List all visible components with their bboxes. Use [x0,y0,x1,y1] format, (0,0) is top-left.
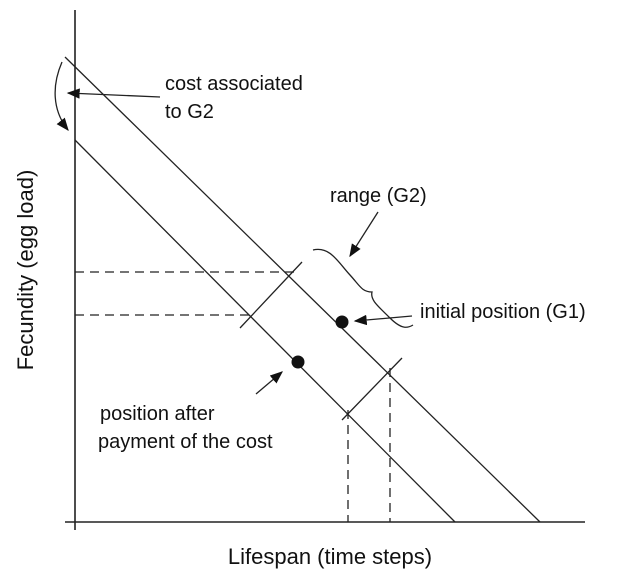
annotation: position after [100,403,215,425]
arrow [349,211,379,258]
annotation: cost associated [165,73,303,95]
annotation: payment of the cost [98,431,273,453]
cost-segment [239,261,303,329]
upper-tradeoff-line [64,56,541,523]
annotation: to G2 [165,101,214,123]
arrow [255,371,283,395]
annotation: range (G2) [330,185,427,207]
arrow [66,88,161,99]
arrow [353,314,413,326]
annotation: initial position (G1) [420,301,586,323]
after-point [291,355,305,369]
cost-segment [341,357,403,421]
range-brace [312,248,414,328]
lower-tradeoff-line [74,139,456,523]
cost-bracket [54,61,69,132]
y-axis-label: Fecundity (egg load) [13,170,38,371]
x-axis-label: Lifespan (time steps) [228,544,432,569]
initial-point [335,315,349,329]
